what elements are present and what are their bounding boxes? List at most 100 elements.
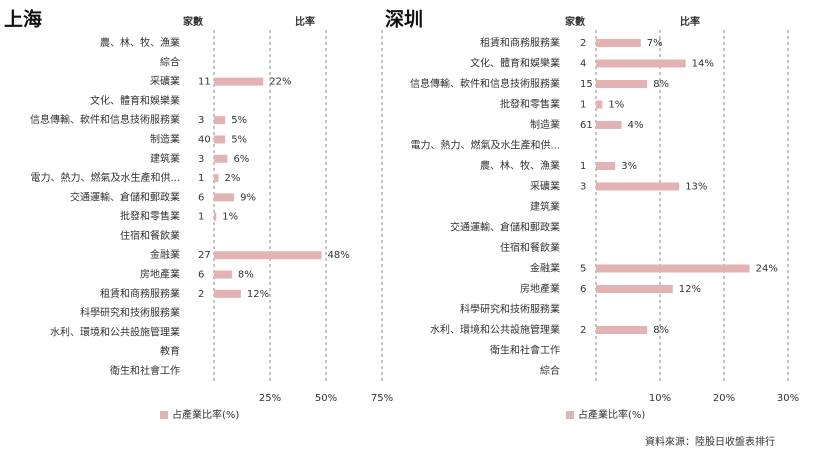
y-tick-label: 綜合 xyxy=(540,364,560,377)
value-label: 6% xyxy=(233,154,249,165)
count-label: 2 xyxy=(580,38,586,49)
bar xyxy=(596,162,616,170)
count-label: 1 xyxy=(580,100,586,111)
y-tick-label: 批發和零售業 xyxy=(120,210,180,223)
value-label: 9% xyxy=(240,192,256,203)
count-label: 3 xyxy=(198,115,204,126)
bar xyxy=(214,135,226,144)
y-tick-label: 租賃和商務服務業 xyxy=(480,36,560,49)
count-label: 3 xyxy=(580,182,586,193)
y-tick-label: 電力、熱力、燃氣及水生產和供... xyxy=(410,139,560,152)
count-label: 2 xyxy=(198,289,204,300)
y-tick-label: 電力、熱力、燃氣及水生產和供... xyxy=(30,171,180,184)
bar xyxy=(596,121,622,129)
y-tick-label: 制造業 xyxy=(530,118,560,131)
y-tick-label: 制造業 xyxy=(150,132,180,145)
value-label: 1% xyxy=(222,212,238,223)
bar xyxy=(214,251,322,260)
legend-label: 占產業比率(%) xyxy=(578,408,645,421)
y-tick-label: 科學研究和技術服務業 xyxy=(460,303,560,316)
y-tick-label: 金融業 xyxy=(530,262,560,275)
value-label: 8% xyxy=(653,325,669,336)
value-label: 12% xyxy=(679,284,701,295)
count-label: 40 xyxy=(198,134,211,145)
bar xyxy=(214,116,226,125)
y-tick-label: 綜合 xyxy=(160,55,180,68)
count-label: 11 xyxy=(198,77,211,88)
value-label: 1% xyxy=(608,100,624,111)
panel-title: 深圳 xyxy=(385,8,423,31)
value-header: 比率 xyxy=(680,15,700,28)
value-label: 48% xyxy=(328,250,350,261)
value-label: 22% xyxy=(269,77,291,88)
count-label: 1 xyxy=(580,161,586,172)
y-tick-label: 文化、體育和娛樂業 xyxy=(90,94,180,107)
value-label: 2% xyxy=(224,173,240,184)
y-tick-label: 交通運輸、倉儲和郵政業 xyxy=(70,190,180,203)
x-tick-label: 25% xyxy=(259,393,281,404)
bar xyxy=(596,326,648,334)
count-header: 家數 xyxy=(183,15,203,28)
y-tick-label: 建筑業 xyxy=(150,152,180,165)
x-tick-label: 10% xyxy=(649,393,671,404)
x-tick-label: 50% xyxy=(315,393,337,404)
bar xyxy=(596,80,648,88)
y-tick-label: 房地產業 xyxy=(520,282,560,295)
x-tick-label: 75% xyxy=(371,393,393,404)
count-label: 6 xyxy=(198,192,204,203)
y-tick-label: 建筑業 xyxy=(530,200,560,213)
bar xyxy=(596,182,680,191)
value-label: 4% xyxy=(628,120,644,131)
count-label: 4 xyxy=(580,59,586,70)
bar xyxy=(214,174,219,183)
bar xyxy=(596,59,686,68)
count-label: 5 xyxy=(580,264,586,275)
count-label: 1 xyxy=(198,173,204,184)
y-tick-label: 衛生和社會工作 xyxy=(110,364,180,377)
bar xyxy=(596,100,603,109)
y-tick-label: 教育 xyxy=(160,345,180,358)
value-label: 13% xyxy=(685,182,707,193)
y-tick-label: 信息傳輸、軟件和信息技術服務業 xyxy=(410,77,560,90)
y-tick-label: 采礦業 xyxy=(150,75,180,88)
y-tick-label: 農、林、牧、漁業 xyxy=(480,159,560,172)
count-label: 2 xyxy=(580,325,586,336)
value-header: 比率 xyxy=(295,15,315,28)
legend-swatch xyxy=(160,411,168,419)
value-label: 24% xyxy=(756,264,778,275)
y-tick-label: 批發和零售業 xyxy=(500,98,560,111)
y-tick-label: 金融業 xyxy=(150,248,180,261)
y-tick-label: 農、林、牧、漁業 xyxy=(100,36,180,49)
bar xyxy=(214,212,217,221)
y-tick-label: 水利、環境和公共設施管理業 xyxy=(430,323,560,336)
value-label: 8% xyxy=(238,270,254,281)
count-label: 6 xyxy=(198,270,204,281)
count-label: 1 xyxy=(198,212,204,223)
count-header: 家數 xyxy=(565,15,585,28)
y-tick-label: 租賃和商務服務業 xyxy=(100,287,180,300)
y-tick-label: 衛生和社會工作 xyxy=(490,344,560,357)
value-label: 5% xyxy=(231,134,247,145)
bar xyxy=(214,154,228,163)
bar xyxy=(214,270,232,279)
count-label: 27 xyxy=(198,250,211,261)
x-tick-label: 30% xyxy=(777,393,799,404)
value-label: 12% xyxy=(247,289,269,300)
y-tick-label: 房地產業 xyxy=(140,268,180,281)
source: 資料來源：陸股日收盤表排行 xyxy=(645,435,775,448)
legend-label: 占產業比率(%) xyxy=(172,408,239,421)
value-label: 3% xyxy=(621,161,637,172)
y-tick-label: 交通運輸、倉儲和郵政業 xyxy=(450,221,560,234)
value-label: 7% xyxy=(647,38,663,49)
count-label: 3 xyxy=(198,154,204,165)
y-tick-label: 住宿和餐飲業 xyxy=(120,229,180,242)
bar xyxy=(596,39,641,47)
value-label: 14% xyxy=(692,59,714,70)
value-label: 8% xyxy=(653,79,669,90)
y-tick-label: 采礦業 xyxy=(530,180,560,193)
y-tick-label: 水利、環境和公共設施管理業 xyxy=(50,325,180,338)
x-tick-label: 20% xyxy=(713,393,735,404)
value-label: 5% xyxy=(231,115,247,126)
bar xyxy=(214,77,264,86)
